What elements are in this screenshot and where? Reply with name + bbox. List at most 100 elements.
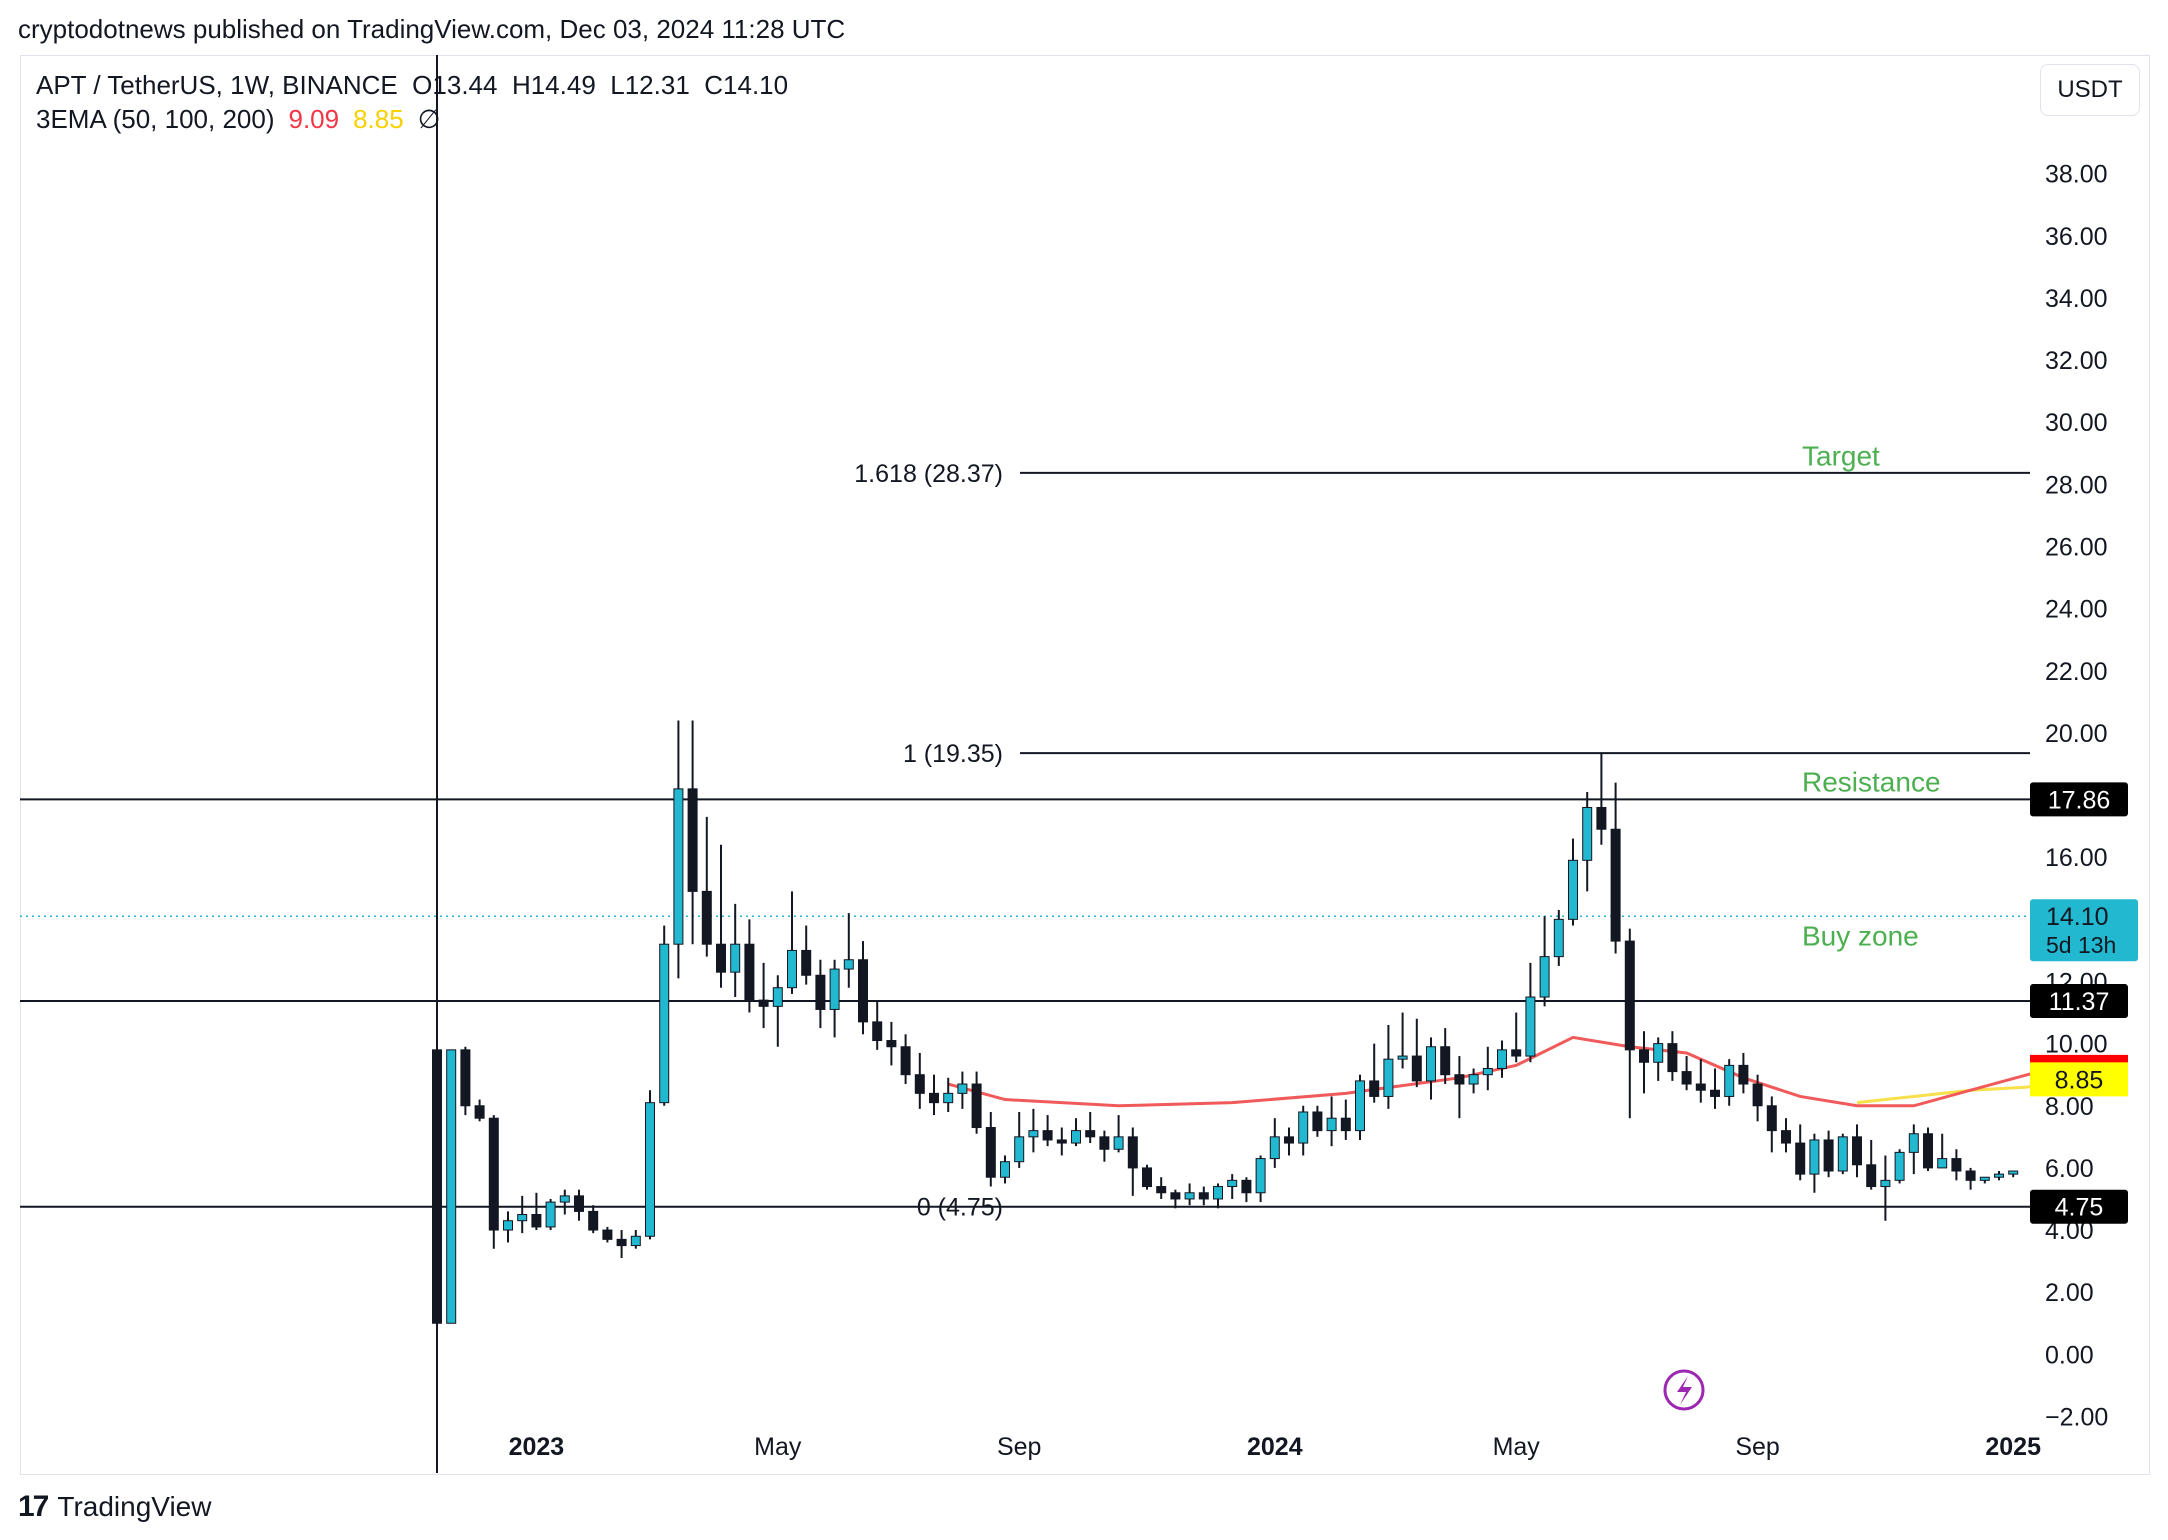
candle-up [1468,1074,1479,1085]
candle-up [1497,1049,1507,1069]
y-tick-label: −2.00 [2045,1403,2108,1431]
currency-button[interactable]: USDT [2040,64,2140,116]
publisher-line: cryptodotnews published on TradingView.c… [18,14,846,44]
candle-up [1298,1111,1309,1144]
candle-down [616,1238,627,1247]
candle-down [687,788,698,892]
candle-down [1639,1049,1649,1063]
y-tick-label: 30.00 [2045,409,2108,437]
candle-down [588,1210,599,1231]
candle-down [602,1229,613,1240]
low-value: 12.31 [624,70,690,100]
price-label-text: 17.86 [2048,786,2111,814]
candle-up [1213,1186,1223,1200]
y-tick-label: 38.00 [2045,161,2108,189]
candle-up [957,1083,968,1094]
ema-price-badge [2030,1062,2128,1097]
candle-down [801,949,812,976]
candle-up [1227,1179,1238,1188]
candle-down [1667,1043,1678,1073]
candle-down [744,943,755,1001]
annotation-label: Buy zone [1802,920,1919,951]
price-label-text: 11.37 [2049,988,2110,1016]
candle-down [985,1127,996,1178]
close-label: C [704,70,724,100]
candle-up [1539,956,1550,998]
countdown-text: 5d 13h [2046,932,2116,958]
candle-down [1681,1071,1692,1085]
candle-down [716,943,726,973]
current-price-badge [2030,899,2138,962]
candle-down [1866,1164,1877,1188]
candle-up [673,788,684,945]
close-value: 14.10 [723,70,789,100]
y-tick-label: 22.00 [2045,658,2108,686]
x-tick-label: 2023 [509,1433,565,1461]
candle-down [1284,1136,1294,1144]
y-tick-label: 32.00 [2045,347,2108,375]
candle-up [659,943,670,1104]
candle-down [914,1074,925,1094]
candle-down [1852,1136,1862,1166]
ema100-value: 8.85 [353,104,404,134]
candle-down [1042,1130,1053,1141]
candle-down [1142,1167,1152,1188]
candle-up [1908,1133,1919,1153]
price-label-badge [2030,1189,2128,1224]
candle-up [1553,918,1564,958]
candle-up [559,1195,570,1203]
candle-up [1582,806,1593,861]
annotation-label: Resistance [1802,767,1941,798]
lightning-icon [1663,1369,1705,1411]
candle-up [1880,1179,1891,1188]
candle-down [872,1021,883,1042]
candle-down [815,974,826,1010]
candle-up [503,1220,513,1231]
candle-up [446,1049,457,1324]
candle-up [1809,1139,1820,1175]
ema-legend[interactable]: 3EMA (50, 100, 200) 9.09 8.85 ∅ [36,104,440,135]
price-label-badge [2030,782,2128,817]
candle-up [1000,1161,1010,1178]
candle-down [1823,1139,1834,1172]
x-tick-label: May [754,1433,802,1461]
candle-down [701,890,712,945]
symbol-name[interactable]: APT / TetherUS, 1W, BINANCE [36,70,398,100]
candle-up [1113,1136,1124,1150]
candle-up [843,959,854,970]
ema200-empty-icon: ∅ [417,104,441,134]
candle-up [730,943,741,973]
tradingview-brand: TradingView [57,1491,212,1522]
candle-down [1923,1133,1933,1169]
tradingview-logo[interactable]: 17 TradingView [18,1490,211,1524]
candle-down [1241,1179,1252,1194]
ema-price-text: 8.85 [2055,1066,2104,1094]
y-tick-label: 2.00 [2045,1279,2094,1307]
candle-up [1837,1136,1848,1172]
x-tick-label: Sep [1735,1433,1779,1461]
x-tick-label: May [1493,1433,1541,1461]
candle-up [1568,859,1578,920]
candle-up [1937,1158,1948,1169]
y-tick-label: 6.00 [2045,1155,2094,1183]
ema50-value: 9.09 [288,104,340,134]
candle-down [1695,1083,1706,1091]
candle-down [1099,1136,1110,1150]
symbol-legend: APT / TetherUS, 1W, BINANCE O 13.44 H 14… [36,70,788,101]
y-tick-label: 0.00 [2045,1341,2094,1369]
candle-up [1979,1176,1990,1181]
x-tick-label: Sep [997,1433,1041,1461]
candle-up [545,1201,556,1228]
candle-down [1781,1130,1791,1144]
open-label: O [412,70,433,100]
y-tick-label: 8.00 [2045,1093,2094,1121]
candle-down [1411,1055,1422,1082]
y-tick-label: 26.00 [2045,534,2108,562]
y-tick-label: 10.00 [2045,1031,2108,1059]
high-value: 14.49 [530,70,596,100]
fib-level-label: 1.618 (28.37) [854,460,1003,488]
candle-down [1951,1158,1962,1172]
candle-up [1255,1158,1266,1194]
candle-up [1894,1151,1905,1181]
